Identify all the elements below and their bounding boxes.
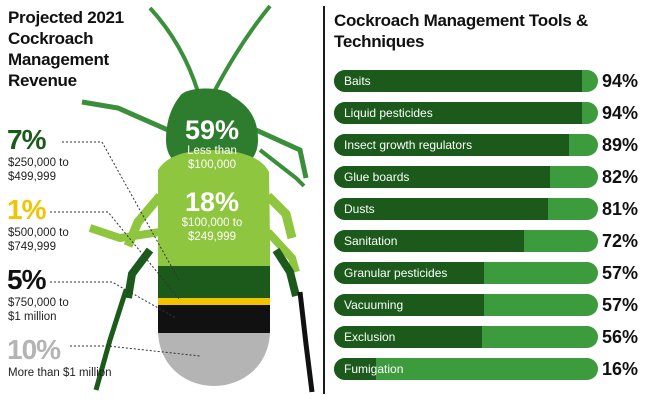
bug-pct-18: 18% [184,187,240,217]
legend-pct-7: 7% [7,124,46,155]
bar-value-label: 57% [602,263,639,283]
bar [334,230,525,252]
bar-track: Baits [334,70,598,92]
bar [334,294,485,316]
bar-track: Granular pesticides [334,262,598,284]
bar-category-label: Liquid pesticides [344,106,433,120]
bar [334,102,583,124]
leader-lines [50,141,201,357]
segment-750k-to-1m [158,305,270,333]
bar-value-label: 72% [602,231,639,251]
bug-label-18: 18% $100,000 to $249,999 [160,188,264,244]
bar-value-label: 82% [602,167,639,187]
bar-row: Baits 94% [334,70,640,92]
antenna-right [212,4,272,93]
bar-value-label: 56% [602,327,639,347]
legend-range-7: $250,000 to $499,999 [8,157,69,183]
bar-row: Fumigation 16% [334,358,640,380]
bar-track: Glue boards [334,166,598,188]
bar-value-label: 57% [602,295,639,315]
bar-track: Exclusion [334,326,598,348]
bar-category-label: Baits [344,74,371,88]
legend-range-1: $500,000 to $749,999 [8,227,69,253]
segment-less-than-100k [166,88,258,172]
bar-track: Insect growth regulators [334,134,598,156]
bar [334,166,551,188]
bar-value-label: 94% [602,71,639,91]
segment-250k-to-500k [158,266,270,298]
bug-range-18: $100,000 to $249,999 [181,217,243,243]
segment-100k-to-250k [158,150,270,266]
bar-row: Insect growth regulators 89% [334,134,640,156]
bar-category-label: Granular pesticides [344,266,448,280]
segment-500k-to-750k [158,298,270,305]
bar-track: Liquid pesticides [334,102,598,124]
bar-row: Vacuuming 57% [334,294,640,316]
bar-category-label: Insect growth regulators [344,138,473,152]
bar-row: Glue boards 82% [334,166,640,188]
bar-category-label: Glue boards [344,170,410,184]
tools-chart-title: Cockroach Management Tools & Techniques [334,11,588,51]
bar-category-label: Vacuuming [344,298,404,312]
bar-row: Liquid pesticides 94% [334,102,640,124]
legend-range-10: More than $1 million [8,367,112,379]
bug-label-59: 59% Less than $100,000 [160,116,264,172]
bar-value-label: 89% [602,135,639,155]
bar-track: Dusts [334,198,598,220]
bar [334,134,569,156]
segment-more-than-1m [158,333,270,386]
bar-track: Fumigation [334,358,598,380]
bar [334,326,482,348]
bar-row: Sanitation 72% [334,230,640,252]
bar-value-label: 94% [602,103,639,123]
bar-track: Vacuuming [334,294,598,316]
bar-category-label: Dusts [344,202,375,216]
legend-pct-1: 1% [7,194,46,225]
bar [334,358,377,380]
bar-row: Granular pesticides 57% [334,262,640,284]
cockroach-revenue-figure [50,4,315,393]
bar-row: Exclusion 56% [334,326,640,348]
bar-track: Sanitation [334,230,598,252]
bar-row: Dusts 81% [334,198,640,220]
bar [334,262,485,284]
legend-range-5: $750,000 to $1 million [8,297,69,323]
revenue-chart-title: Projected 2021 Cockroach Management Reve… [8,8,124,90]
bar [334,198,548,220]
bug-range-59: Less than $100,000 [187,145,237,171]
bar [334,70,583,92]
legend-pct-10: 10% [7,334,61,365]
bar-category-label: Exclusion [344,330,396,344]
legend-pct-5: 5% [7,264,46,295]
bar-category-label: Sanitation [344,234,398,248]
legs [81,99,315,393]
bar-category-label: Fumigation [344,362,404,376]
bug-pct-59: 59% [184,115,240,145]
bar-value-label: 16% [602,359,639,379]
panel-divider [323,6,325,394]
antenna-left [148,6,200,93]
bar-value-label: 81% [602,199,639,219]
